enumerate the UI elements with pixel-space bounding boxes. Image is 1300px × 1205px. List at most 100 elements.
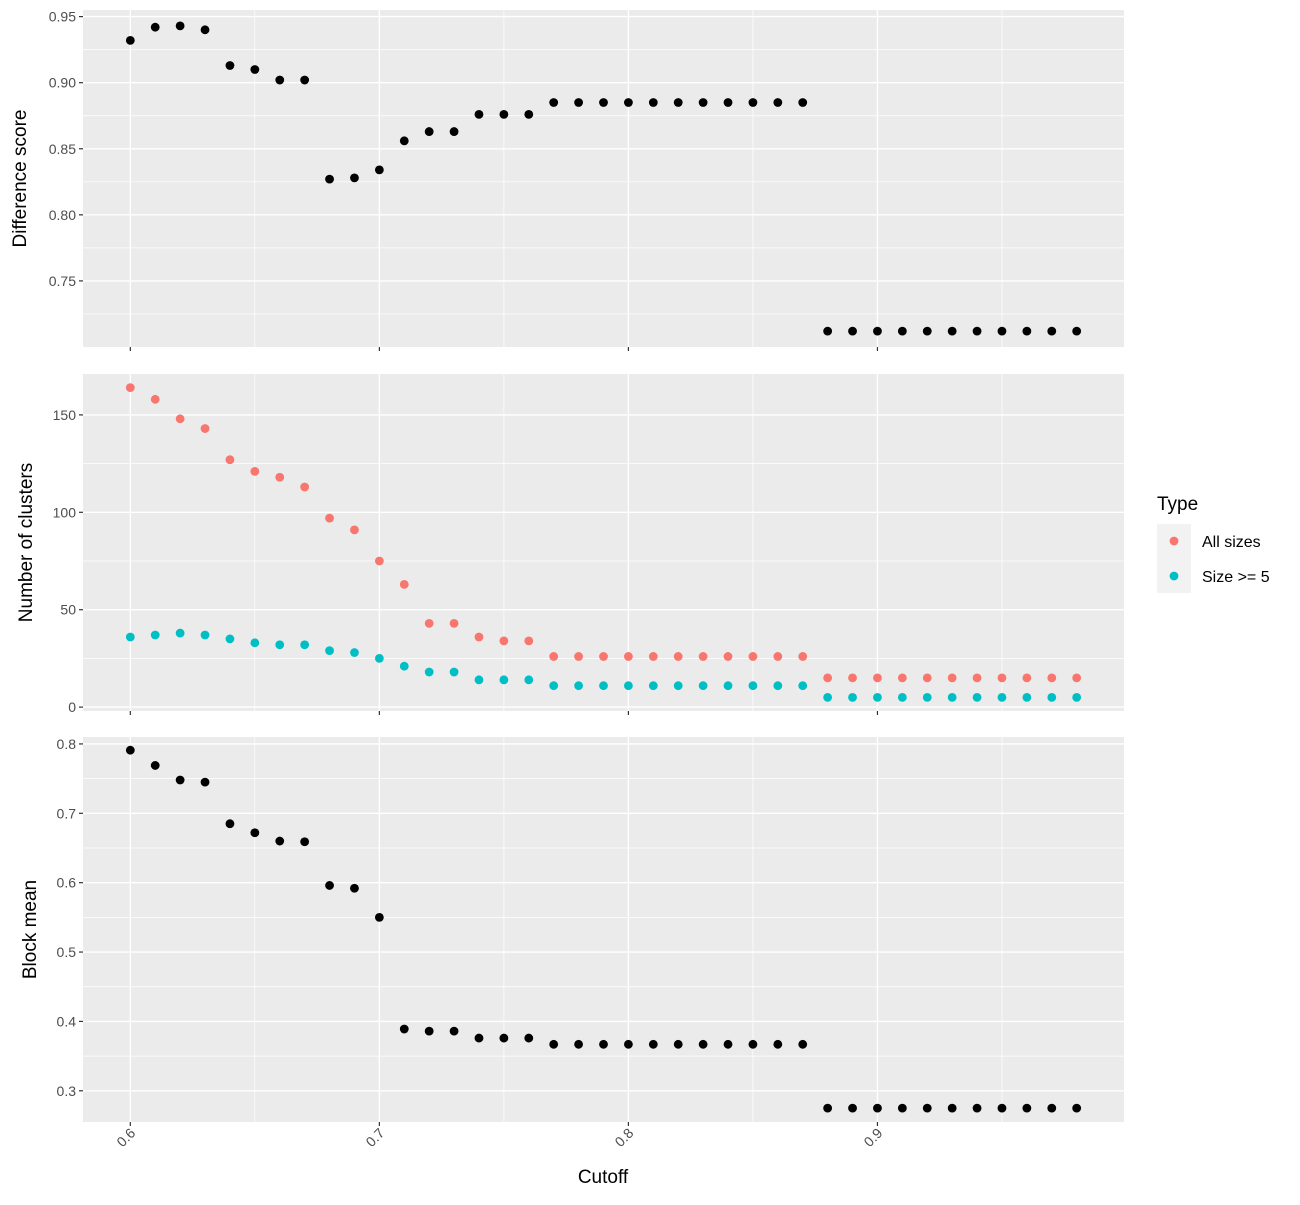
data-point: [599, 652, 608, 661]
data-point: [424, 127, 434, 136]
data-point: [947, 692, 957, 702]
data-point: [848, 673, 857, 683]
data-point: [325, 174, 334, 184]
data-point: [922, 673, 932, 683]
data-point: [250, 466, 260, 476]
data-point: [574, 681, 583, 691]
data-point: [673, 98, 683, 107]
data-point: [449, 1026, 459, 1036]
data-point: [125, 383, 135, 393]
data-point: [997, 692, 1007, 702]
data-point: [823, 1103, 833, 1113]
data-point: [798, 681, 808, 691]
data-point: [125, 35, 135, 45]
data-point: [125, 632, 135, 642]
y-tick-label: 0.95: [49, 9, 76, 25]
data-point: [673, 681, 683, 691]
data-point: [1072, 673, 1082, 683]
data-point: [1047, 1103, 1057, 1113]
data-point: [424, 667, 434, 677]
data-point: [848, 692, 857, 702]
data-point: [947, 1103, 957, 1113]
data-point: [275, 75, 285, 85]
data-point: [648, 652, 658, 661]
panel-block-mean: 0.6 0.7 0.8 0.9 0.30.40.50.60.70.8 Block me…: [20, 736, 1124, 1188]
data-point: [499, 636, 509, 646]
data-point: [175, 775, 185, 785]
legend-items: All sizes Size >= 5: [1157, 524, 1270, 593]
data-point: [823, 326, 833, 336]
data-point: [524, 110, 534, 119]
data-point: [673, 652, 683, 661]
data-point: [1022, 692, 1032, 702]
data-point: [150, 761, 160, 770]
data-point: [848, 1103, 857, 1113]
data-point: [873, 673, 882, 683]
data-point: [698, 681, 708, 691]
data-point: [250, 638, 260, 648]
data-point: [624, 1039, 633, 1049]
x-axis-ticks: [129, 347, 879, 351]
data-point: [648, 1039, 658, 1049]
data-point: [300, 837, 310, 847]
data-point: [225, 455, 235, 465]
y-tick-label: 0.85: [49, 141, 76, 157]
data-point: [250, 65, 260, 74]
data-point: [499, 675, 509, 685]
panel-background: [83, 737, 1124, 1122]
data-point: [823, 692, 833, 702]
y-tick-label: 0.80: [49, 207, 76, 223]
data-point: [922, 1103, 932, 1113]
data-point: [698, 1039, 708, 1049]
y-axis: 0.75 0.80 0.85 0.90 0.95: [49, 9, 83, 289]
data-point: [599, 681, 608, 691]
data-point: [449, 618, 459, 628]
y-axis-title: Difference score: [10, 110, 31, 248]
legend-label: All sizes: [1202, 534, 1261, 551]
x-axis-ticks: [129, 1122, 879, 1126]
data-point: [897, 673, 907, 683]
data-point: [773, 681, 783, 691]
data-point: [200, 777, 210, 787]
data-point: [698, 98, 708, 107]
legend-title: Type: [1157, 494, 1198, 515]
data-point: [972, 326, 982, 336]
data-point: [922, 692, 932, 702]
data-point: [275, 472, 285, 482]
y-tick-label: 0.75: [49, 273, 76, 289]
data-point: [723, 681, 733, 691]
data-point: [624, 98, 633, 107]
data-point: [250, 828, 260, 838]
data-point: [549, 681, 559, 691]
data-point: [574, 1039, 583, 1049]
data-point: [723, 652, 733, 661]
data-point: [300, 482, 310, 492]
data-point: [947, 326, 957, 336]
data-point: [748, 1039, 758, 1049]
data-point: [673, 1039, 683, 1049]
data-point: [125, 745, 135, 755]
y-tick-label: 150: [53, 407, 77, 423]
data-point: [624, 681, 633, 691]
data-point: [873, 1103, 882, 1113]
data-point: [972, 673, 982, 683]
data-point: [897, 1103, 907, 1113]
data-point: [474, 632, 484, 642]
data-point: [200, 630, 210, 640]
data-point: [1072, 1103, 1082, 1113]
data-point: [350, 883, 359, 893]
data-point: [798, 98, 808, 107]
panel-number-of-clusters: 0 50 100 150 Number of clusters: [16, 374, 1124, 715]
data-point: [1047, 326, 1057, 336]
data-point: [723, 98, 733, 107]
y-tick-label: 0.4: [57, 1013, 77, 1029]
data-point: [200, 25, 210, 35]
data-point: [1072, 326, 1082, 336]
data-point: [997, 673, 1007, 683]
legend: Type All sizes Size >= 5: [1157, 494, 1270, 593]
legend-key: [1169, 571, 1179, 581]
legend-label: Size >= 5: [1202, 569, 1270, 586]
data-point: [350, 525, 359, 535]
data-point: [947, 673, 957, 683]
data-point: [325, 646, 334, 656]
